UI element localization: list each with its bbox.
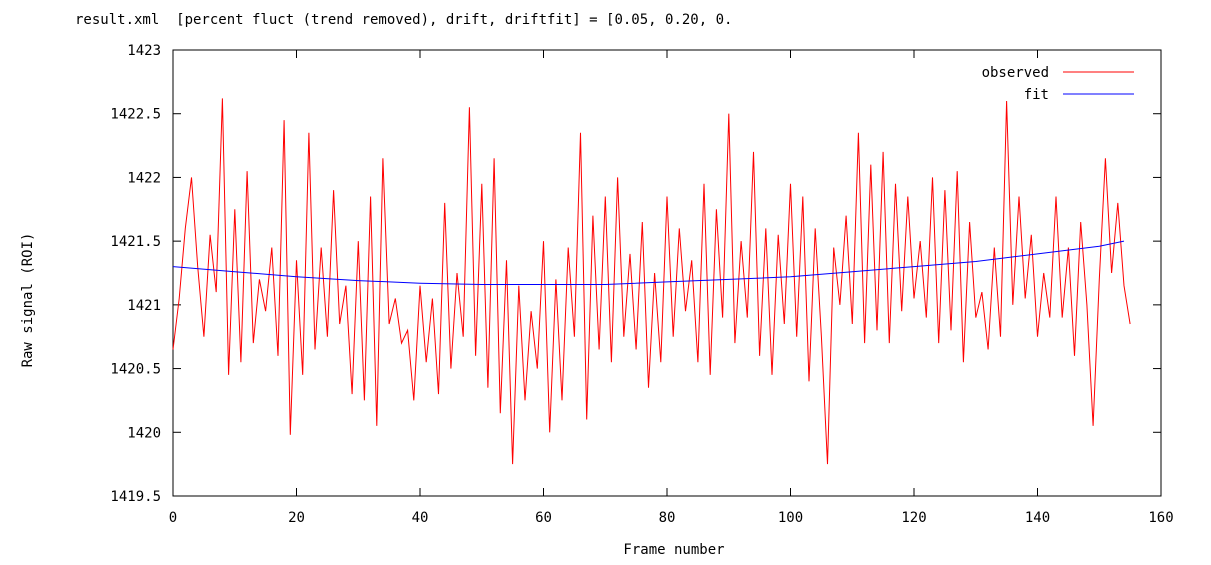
x-tick-label: 160 bbox=[1148, 510, 1173, 526]
x-axis-label: Frame number bbox=[623, 542, 724, 558]
chart-title: result.xml [percent fluct (trend removed… bbox=[75, 12, 732, 28]
x-tick-label: 40 bbox=[412, 510, 429, 526]
x-tick-label: 120 bbox=[901, 510, 926, 526]
series-line-observed bbox=[172, 98, 1131, 465]
legend: observed fit bbox=[982, 65, 1134, 103]
axis-ticks: 0 20 40 60 80 100 120 140 160 1419.5 1420 1420.5 142… bbox=[110, 43, 1173, 526]
y-tick-label: 1420 bbox=[127, 425, 161, 441]
x-tick-label: 60 bbox=[535, 510, 552, 526]
y-tick-label: 1422 bbox=[127, 170, 161, 186]
series-layer bbox=[172, 98, 1131, 465]
y-tick-label: 1420.5 bbox=[110, 362, 161, 378]
plot-frame bbox=[172, 49, 1162, 497]
x-tick-label: 100 bbox=[778, 510, 803, 526]
y-tick-label: 1421.5 bbox=[110, 234, 161, 250]
legend-label-observed: observed bbox=[982, 65, 1049, 81]
series-line-fit bbox=[172, 240, 1125, 285]
y-tick-label: 1419.5 bbox=[110, 489, 161, 505]
x-tick-label: 20 bbox=[288, 510, 305, 526]
x-tick-label: 140 bbox=[1025, 510, 1050, 526]
y-tick-label: 1421 bbox=[127, 298, 161, 314]
x-tick-label: 0 bbox=[169, 510, 177, 526]
legend-label-fit: fit bbox=[1024, 87, 1049, 103]
y-tick-label: 1423 bbox=[127, 43, 161, 59]
x-tick-label: 80 bbox=[659, 510, 676, 526]
y-axis-label: Raw signal (ROI) bbox=[20, 233, 36, 368]
y-tick-label: 1422.5 bbox=[110, 107, 161, 123]
